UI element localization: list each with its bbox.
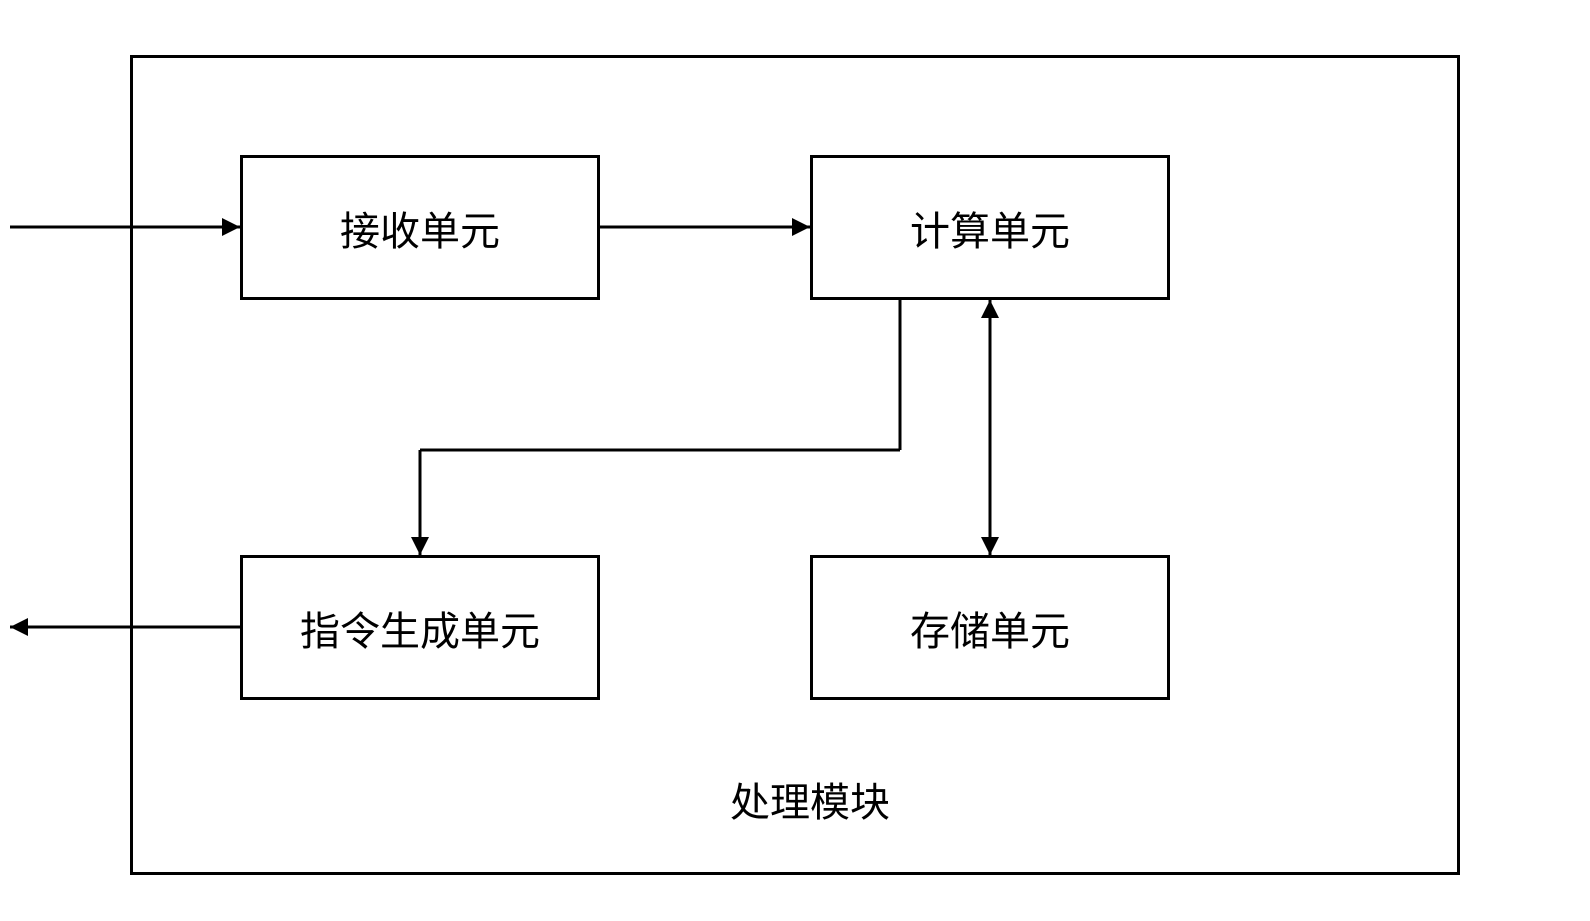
processing-module-label: 处理模块 [730,770,890,828]
storage-unit-box: 存储单元 [810,555,1170,700]
instruction-gen-unit-label: 指令生成单元 [300,599,540,657]
compute-unit-box: 计算单元 [810,155,1170,300]
receive-unit-box: 接收单元 [240,155,600,300]
storage-unit-label: 存储单元 [910,599,1070,657]
instruction-gen-unit-box: 指令生成单元 [240,555,600,700]
compute-unit-label: 计算单元 [910,199,1070,257]
receive-unit-label: 接收单元 [340,199,500,257]
